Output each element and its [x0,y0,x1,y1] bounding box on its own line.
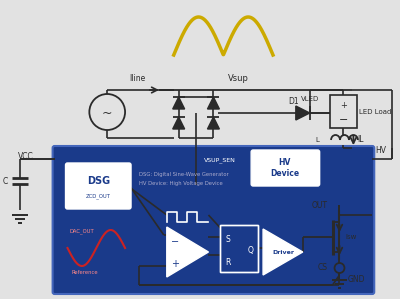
Text: DSG: DSG [87,176,110,186]
Text: S: S [225,235,230,244]
Text: VLED: VLED [301,96,320,102]
FancyBboxPatch shape [251,150,320,186]
Text: LED Load: LED Load [359,109,392,115]
Polygon shape [208,117,219,129]
Text: Reference: Reference [72,270,98,275]
Text: Isw: Isw [346,234,357,240]
FancyBboxPatch shape [66,163,131,209]
Text: +: + [340,101,347,110]
Text: DSG: Digital Sine-Wave Generator: DSG: Digital Sine-Wave Generator [139,172,229,177]
Text: FL7701: FL7701 [66,162,118,175]
Text: Q: Q [247,245,253,254]
Polygon shape [208,97,219,109]
Text: +: + [171,259,179,269]
Text: −: − [171,237,179,247]
FancyBboxPatch shape [220,225,258,272]
Text: D1: D1 [288,97,298,106]
Text: VCC: VCC [18,152,34,161]
Polygon shape [173,117,185,129]
Text: Iline: Iline [129,74,145,83]
Text: CS: CS [318,263,328,272]
Polygon shape [167,227,208,277]
Text: DAC_OUT: DAC_OUT [70,228,94,234]
Text: HV Device: High Voltage Device: HV Device: High Voltage Device [139,181,223,186]
Text: C: C [3,176,8,185]
FancyBboxPatch shape [330,95,357,128]
Polygon shape [263,229,303,275]
Text: ~: ~ [102,106,112,120]
Text: HV: HV [375,146,386,155]
Polygon shape [296,106,310,120]
Text: ZCD_OUT: ZCD_OUT [86,193,111,199]
Text: GND: GND [348,275,365,285]
Text: OUT: OUT [312,201,328,210]
Text: Driver: Driver [272,249,294,254]
Text: VSUP_SEN: VSUP_SEN [204,157,235,163]
Text: R: R [225,258,231,267]
Text: IL: IL [357,135,364,144]
Text: −: − [339,115,348,125]
Text: L: L [316,137,320,143]
Text: HV
Device: HV Device [270,158,300,178]
Polygon shape [173,97,185,109]
Text: Vsup: Vsup [228,74,249,83]
FancyBboxPatch shape [53,146,374,294]
